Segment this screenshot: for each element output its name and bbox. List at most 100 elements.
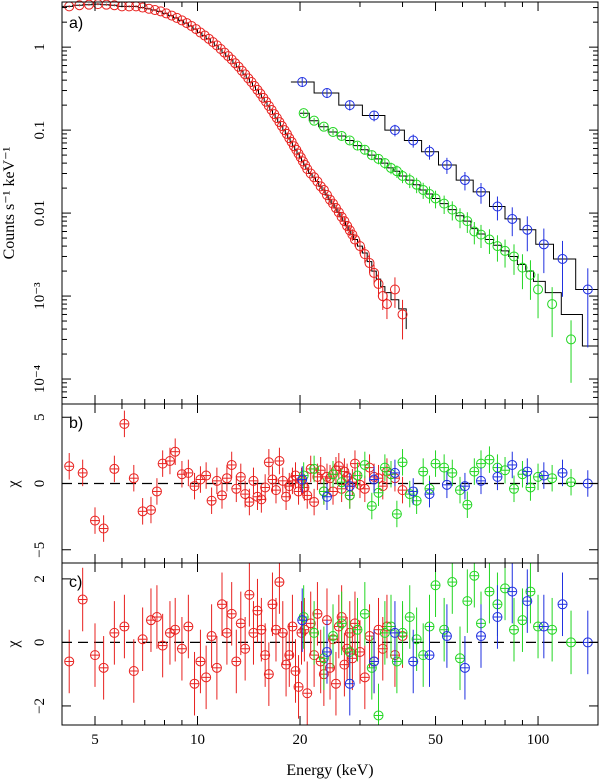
green-point (469, 466, 480, 477)
red-point (373, 278, 384, 289)
blue-point (557, 599, 568, 610)
red-point (288, 141, 299, 152)
green-point (455, 211, 466, 222)
green-point (484, 234, 495, 245)
blue-point (522, 224, 533, 235)
blue-point (321, 646, 332, 657)
red-point (157, 640, 168, 651)
red-point (166, 10, 177, 21)
green-point (385, 162, 396, 173)
red-point (149, 5, 160, 16)
red-point (296, 475, 307, 486)
red-point (216, 490, 227, 501)
red-point (369, 267, 380, 278)
green-point (328, 469, 339, 480)
y-tick-label: 10⁻³ (32, 282, 48, 310)
red-point (349, 618, 360, 629)
green-point (309, 115, 320, 126)
green-point (439, 462, 450, 473)
red-point (274, 455, 285, 466)
blue-point (408, 135, 419, 146)
green-point (500, 245, 511, 256)
green-point (430, 193, 441, 204)
green-point (547, 299, 558, 310)
blue-point (507, 459, 518, 470)
blue-point (507, 586, 518, 597)
red-point (277, 475, 288, 486)
red-point (284, 481, 295, 492)
red-point (359, 249, 370, 260)
y-tick-label: 2 (32, 575, 48, 583)
red-point (164, 455, 175, 466)
green-point (492, 241, 503, 252)
panel-b-ylabel: χ (5, 480, 22, 489)
blue-point (321, 88, 332, 99)
model-blue-line (290, 81, 598, 290)
green-point (309, 463, 320, 474)
red-point (274, 577, 285, 588)
y-tick-label: 5 (32, 414, 48, 422)
red-point (211, 475, 222, 486)
red-point (219, 47, 230, 58)
red-point (305, 618, 316, 629)
red-point (281, 491, 292, 502)
x-tick-label: 20 (293, 732, 308, 748)
red-point (293, 681, 304, 692)
green-point (500, 465, 511, 476)
green-point (359, 144, 370, 155)
panel-b-ticks: 5 0 −5 (32, 404, 598, 563)
blue-point (369, 656, 380, 667)
blue-point (424, 650, 435, 661)
panel-b-data (62, 410, 598, 542)
red-point (349, 234, 360, 245)
green-point (391, 508, 402, 519)
blue-point (557, 467, 568, 478)
panel-c-data (62, 563, 598, 725)
green-point (411, 179, 422, 190)
green-point (509, 624, 520, 635)
panel-c-frame (61, 562, 599, 726)
blue-point (424, 489, 435, 500)
red-point (64, 656, 75, 667)
green-point (318, 653, 329, 664)
blue-point (408, 656, 419, 667)
y-tick-label: 0.01 (32, 200, 48, 226)
green-point (447, 467, 458, 478)
x-tick-label: 100 (527, 732, 550, 748)
green-point (298, 470, 309, 481)
red-point (284, 650, 295, 661)
red-point (128, 473, 139, 484)
red-point (354, 241, 365, 252)
red-point (137, 506, 148, 517)
panel-a-label: a) (69, 15, 83, 32)
red-point (90, 650, 101, 661)
green-point (336, 477, 347, 488)
y-tick-label: −5 (32, 542, 48, 558)
red-point (309, 497, 320, 508)
green-point (328, 631, 339, 642)
red-point (315, 465, 326, 476)
blue-point (492, 201, 503, 212)
green-point (430, 580, 441, 591)
red-point (161, 8, 172, 19)
red-point (195, 656, 206, 667)
green-point (533, 284, 544, 295)
blue-point (476, 475, 487, 486)
red-point (155, 6, 166, 17)
green-point (318, 486, 329, 497)
red-point (119, 418, 130, 429)
green-point (344, 135, 355, 146)
red-point (342, 471, 353, 482)
red-point (302, 490, 313, 501)
green-point (525, 586, 536, 597)
blue-point (459, 175, 470, 186)
blue-point (507, 213, 518, 224)
red-point (151, 486, 162, 497)
blue-point (476, 631, 487, 642)
red-point (145, 505, 156, 515)
red-point (263, 457, 274, 468)
blue-point (408, 486, 419, 497)
green-point (469, 570, 480, 581)
red-point (296, 627, 307, 638)
red-point (290, 666, 301, 676)
